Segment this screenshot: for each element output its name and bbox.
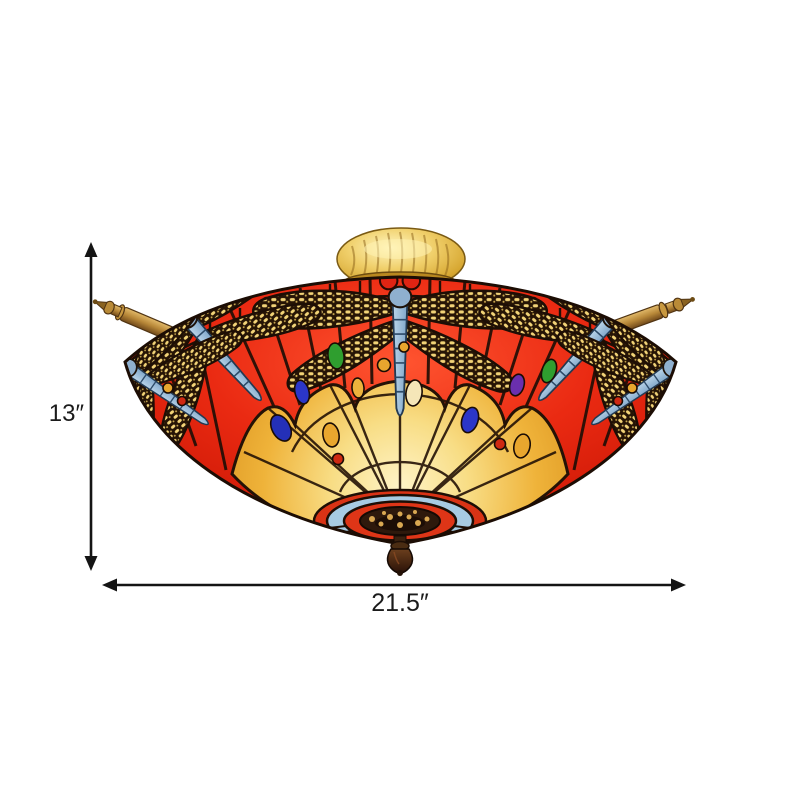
arrow-right-icon	[671, 578, 686, 592]
width-dimension-label: 21.5″	[371, 589, 429, 617]
lamp	[92, 227, 695, 576]
shade-edge	[123, 275, 678, 546]
glass-jewels	[162, 341, 638, 466]
height-dimension: 13″	[49, 242, 98, 571]
bottom-finial	[386, 535, 414, 576]
arrow-up-icon	[84, 242, 98, 257]
arrow-left-icon	[102, 578, 117, 592]
height-dimension-label: 13″	[49, 400, 85, 427]
width-dimension: 21.5″	[102, 578, 686, 617]
pierced-cap-dots	[369, 510, 430, 528]
arrow-down-icon	[84, 556, 98, 571]
